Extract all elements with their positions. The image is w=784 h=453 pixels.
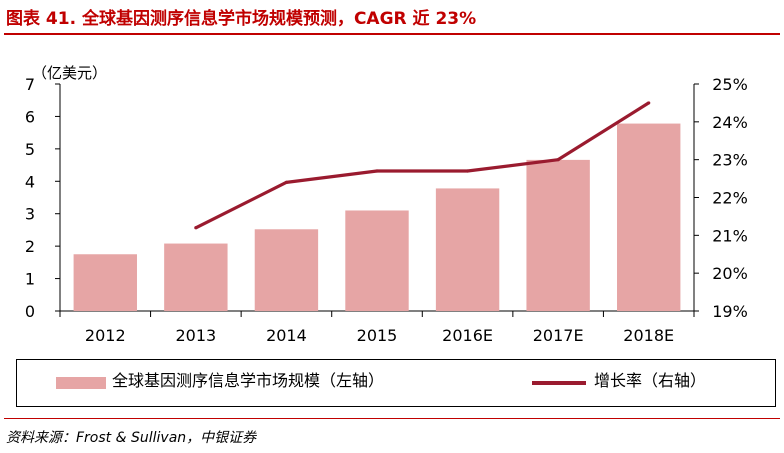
left-tick-label: 7 xyxy=(25,75,35,94)
x-tick-label: 2015 xyxy=(357,326,398,345)
right-tick-label: 23% xyxy=(712,151,748,170)
left-tick-label: 6 xyxy=(25,107,35,126)
left-tick-label: 3 xyxy=(25,205,35,224)
left-tick-label: 0 xyxy=(25,302,35,321)
bar-2016E xyxy=(435,188,500,311)
growth-point-2015 xyxy=(375,169,379,173)
line-series xyxy=(194,101,651,230)
x-tick-label: 2014 xyxy=(266,326,307,345)
right-tick-label: 24% xyxy=(712,113,748,132)
legend-line-swatch xyxy=(532,381,586,385)
legend-bar-swatch xyxy=(56,377,106,389)
bar-2013 xyxy=(164,243,228,311)
legend-line-label: 增长率（右轴） xyxy=(594,371,707,390)
bar-2017E xyxy=(526,159,590,311)
right-tick-label: 22% xyxy=(712,189,748,208)
growth-point-2013 xyxy=(194,226,198,230)
right-tick-label: 20% xyxy=(712,264,748,283)
legend-bar-label: 全球基因测序信息学市场规模（左轴） xyxy=(112,371,385,390)
x-tick-label: 2012 xyxy=(85,326,126,345)
bar-2014 xyxy=(254,229,319,311)
left-tick-label: 1 xyxy=(25,270,35,289)
x-tick-label: 2018E xyxy=(623,326,674,345)
x-tick-label: 2013 xyxy=(175,326,216,345)
left-tick-label: 2 xyxy=(25,237,35,256)
source-divider xyxy=(4,418,780,419)
right-tick-label: 19% xyxy=(712,302,748,321)
left-tick-label: 5 xyxy=(25,140,35,159)
bar-series xyxy=(73,123,681,311)
left-tick-label: 4 xyxy=(25,172,35,191)
tick-labels: 0 1 2 3 4 5 6 7 19% 20% 21% 22% 23% 24% 25% 2012 2013 201… xyxy=(25,75,748,345)
right-tick-label: 25% xyxy=(712,75,748,94)
source-note: 资料来源：Frost & Sullivan，中银证券 xyxy=(6,430,257,446)
legend xyxy=(16,359,776,407)
title-divider xyxy=(4,33,780,35)
x-tick-label: 2017E xyxy=(533,326,584,345)
right-tick-label: 21% xyxy=(712,226,748,245)
x-tick-label: 2016E xyxy=(442,326,493,345)
growth-rate-line xyxy=(195,101,650,230)
chart-title: 图表 41. 全球基因测序信息学市场规模预测，CAGR 近 23% xyxy=(6,9,477,29)
growth-point-2014 xyxy=(284,180,289,184)
growth-point-2016E xyxy=(465,169,470,173)
bar-2018E xyxy=(617,123,681,311)
bar-2015 xyxy=(345,210,409,311)
growth-point-2018E xyxy=(647,101,651,105)
growth-point-2017E xyxy=(556,158,560,162)
left-axis-unit: （亿美元） xyxy=(32,64,108,82)
bar-2012 xyxy=(73,254,137,311)
